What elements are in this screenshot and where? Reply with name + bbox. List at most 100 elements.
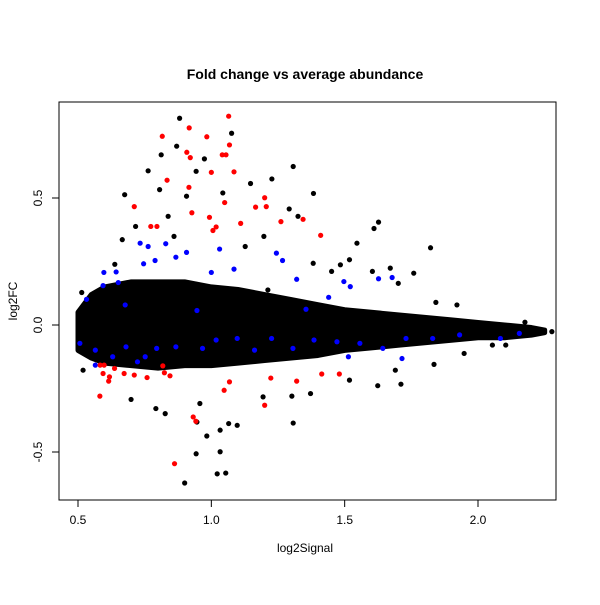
data-point [433, 299, 439, 305]
data-point [261, 233, 267, 239]
data-point [92, 347, 98, 353]
data-point [177, 115, 183, 121]
x-axis-label: log2Signal [277, 541, 333, 555]
data-point [137, 240, 143, 246]
data-point [300, 216, 306, 222]
data-point [398, 381, 404, 387]
plot-frame [58, 101, 557, 501]
data-point [83, 296, 90, 302]
data-point [430, 335, 436, 342]
data-point [77, 340, 83, 346]
data-point [204, 134, 210, 140]
data-point [341, 278, 347, 285]
data-point [122, 302, 128, 308]
data-point [222, 199, 228, 206]
data-point [210, 227, 216, 234]
data-point [97, 300, 103, 306]
data-point [154, 345, 160, 351]
data-point [295, 213, 301, 219]
data-point [112, 261, 118, 267]
data-point [201, 156, 208, 162]
data-point [193, 418, 199, 424]
data-point [318, 232, 324, 238]
data-point [238, 220, 244, 226]
data-point [263, 204, 269, 210]
data-point [290, 163, 296, 170]
data-point [262, 402, 268, 408]
data-point [346, 377, 353, 383]
data-point [375, 383, 381, 389]
dense-point-cloud [75, 279, 548, 371]
data-point [213, 337, 219, 343]
data-point [167, 373, 173, 379]
data-point [133, 223, 139, 230]
data-point [307, 390, 314, 397]
data-point [427, 245, 434, 251]
data-point [92, 362, 98, 368]
data-point [187, 155, 193, 161]
data-point [354, 240, 360, 246]
data-point [142, 354, 148, 360]
y-axis-label: log2FC [6, 281, 20, 320]
data-point [208, 269, 214, 276]
data-point [134, 359, 141, 365]
data-point [286, 206, 292, 212]
data-point [403, 335, 409, 342]
data-point [223, 152, 229, 158]
data-point [101, 362, 107, 368]
data-point [269, 176, 275, 182]
data-point [115, 279, 121, 286]
data-point [182, 480, 188, 486]
data-point [389, 274, 395, 281]
data-point [131, 204, 137, 210]
data-point [123, 344, 129, 350]
data-point [160, 363, 166, 369]
data-point [229, 130, 235, 136]
data-point [163, 241, 169, 247]
data-point [226, 142, 233, 148]
data-point [395, 280, 401, 286]
data-point [159, 133, 165, 139]
data-point [161, 370, 168, 376]
data-point [106, 374, 113, 380]
data-point [106, 378, 112, 384]
data-point [101, 269, 107, 276]
data-point [164, 177, 170, 183]
chart-title: Fold change vs average abundance [187, 66, 424, 82]
y-tick-label: -0.5 [31, 441, 45, 462]
data-point [217, 449, 223, 455]
data-point [231, 266, 237, 272]
data-point [193, 451, 199, 457]
data-point [171, 233, 177, 239]
data-point [503, 342, 509, 348]
data-point [119, 237, 125, 243]
data-point [357, 340, 363, 346]
data-point [380, 345, 386, 351]
data-point [454, 302, 460, 308]
x-tick-label: 2.0 [470, 513, 487, 527]
data-point [221, 387, 227, 393]
data-point [162, 411, 168, 417]
data-point [158, 152, 164, 158]
data-point [268, 375, 274, 381]
data-point [157, 187, 163, 193]
data-point [231, 169, 237, 175]
data-point [269, 335, 275, 342]
data-point [217, 427, 223, 433]
data-point [247, 180, 254, 187]
data-point [461, 350, 467, 357]
data-point [199, 345, 206, 351]
data-point [265, 287, 271, 293]
data-point [334, 339, 340, 345]
data-point [326, 294, 332, 300]
data-point [226, 420, 232, 427]
data-point [128, 396, 134, 403]
data-point [97, 393, 103, 399]
data-point [152, 257, 158, 264]
data-point [347, 284, 353, 290]
data-point [273, 250, 280, 256]
data-point [375, 276, 382, 282]
data-point [329, 268, 335, 275]
data-point [251, 347, 258, 353]
